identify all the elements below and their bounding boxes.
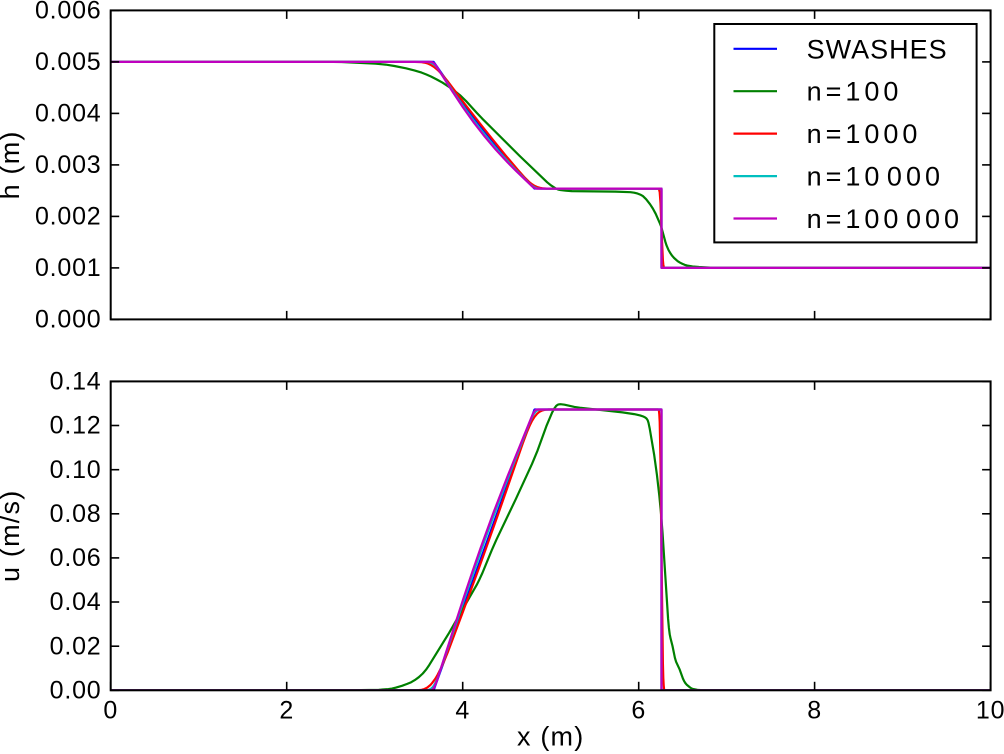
svg-text:SWASHES: SWASHES <box>807 34 948 64</box>
svg-text:0.001: 0.001 <box>35 254 102 282</box>
svg-text:0.00: 0.00 <box>50 677 102 705</box>
svg-text:8: 8 <box>807 696 822 724</box>
svg-text:0.14: 0.14 <box>50 368 102 396</box>
svg-text:0.002: 0.002 <box>35 203 102 231</box>
svg-text:0.005: 0.005 <box>35 48 102 76</box>
svg-text:4: 4 <box>455 696 470 724</box>
svg-text:0.08: 0.08 <box>50 500 102 528</box>
svg-text:0: 0 <box>103 696 118 724</box>
svg-text:n=100: n=100 <box>807 77 903 107</box>
svg-text:x (m): x (m) <box>517 722 584 752</box>
svg-text:n=1000: n=1000 <box>807 119 922 149</box>
svg-text:6: 6 <box>631 696 646 724</box>
svg-text:0.004: 0.004 <box>35 100 102 128</box>
svg-text:0.04: 0.04 <box>50 588 102 616</box>
svg-text:10: 10 <box>976 696 1004 724</box>
svg-text:0.10: 0.10 <box>50 456 102 484</box>
svg-text:0.000: 0.000 <box>35 306 102 334</box>
svg-text:h (m): h (m) <box>0 130 25 199</box>
svg-text:0.006: 0.006 <box>35 0 102 25</box>
svg-text:2: 2 <box>279 696 294 724</box>
svg-text:0.06: 0.06 <box>50 544 102 572</box>
svg-text:0.02: 0.02 <box>50 632 102 660</box>
svg-text:0.003: 0.003 <box>35 151 102 179</box>
svg-text:u (m/s): u (m/s) <box>0 490 25 582</box>
svg-text:0.12: 0.12 <box>50 412 102 440</box>
